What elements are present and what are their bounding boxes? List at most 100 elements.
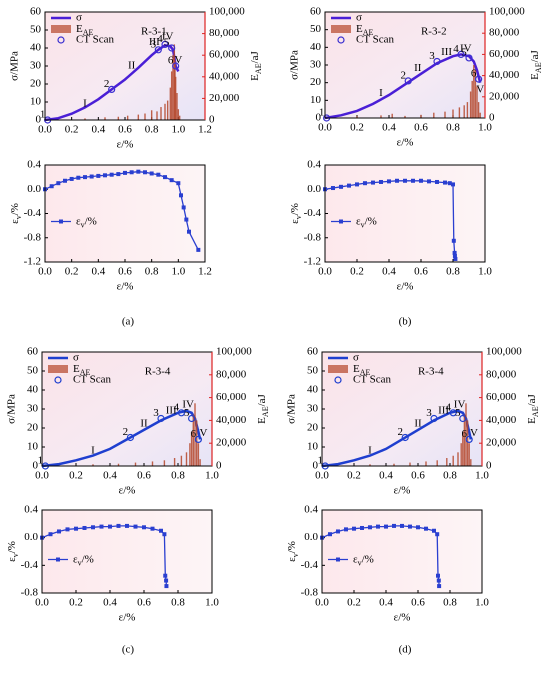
series-marker	[89, 174, 94, 179]
y-tick-label: 60	[307, 346, 319, 358]
y-tick-label: -0.4	[301, 559, 319, 571]
label-part: E	[76, 23, 83, 35]
y-tick-label: 0.0	[307, 183, 321, 195]
x-tick-label: 0.8	[443, 470, 457, 482]
y2-tick-label: 0	[489, 112, 495, 124]
x-tick-label: 1.0	[478, 122, 492, 134]
y-tick-label: -0.4	[304, 207, 322, 219]
ae-bar	[185, 452, 188, 466]
ae-bar	[170, 71, 173, 120]
stage-label: IV	[162, 31, 174, 43]
plot-background	[322, 352, 482, 466]
label-part: AE	[83, 28, 94, 37]
label-part: v	[291, 553, 300, 557]
series-marker	[336, 529, 340, 534]
series-marker	[129, 170, 134, 175]
series-marker	[99, 524, 104, 529]
ae-bar	[462, 431, 464, 466]
y-tick-label: -0.8	[304, 231, 322, 243]
label-part: E	[526, 417, 538, 424]
legend-label: εv/%	[73, 553, 94, 568]
ae-bar	[196, 420, 198, 466]
ae-bar	[172, 55, 174, 121]
x-tick-label: 0.4	[103, 470, 117, 482]
chart-title: R-3-4	[418, 366, 444, 378]
x-tick-label: 0.6	[414, 266, 428, 278]
series-marker	[143, 170, 147, 175]
x-tick-label: 0.8	[443, 597, 457, 609]
ct-point-label: 6	[461, 428, 467, 440]
x-tick-label: 1.2	[198, 266, 212, 278]
y2-tick-label: 100,000	[486, 346, 522, 358]
label-part: /aJ	[529, 49, 541, 62]
stage-label: II	[140, 418, 148, 430]
x-tick-label: 1.0	[478, 266, 492, 278]
series-marker	[384, 524, 388, 529]
ct-point-label: 1	[40, 109, 46, 121]
y-axis-label: σ/MPa	[286, 394, 298, 424]
y-tick-label: 20	[30, 78, 42, 90]
ct-point	[465, 435, 473, 443]
ae-bar	[189, 443, 191, 466]
legend-swatch	[48, 365, 68, 373]
ae-bar	[452, 109, 454, 118]
ae-bar	[433, 112, 435, 118]
ct-point	[126, 433, 134, 442]
series-marker	[149, 171, 154, 176]
y-tick-label: 60	[310, 6, 322, 18]
series-marker	[395, 178, 399, 183]
ae-bar	[473, 65, 475, 118]
y-tick-label: 0	[316, 112, 322, 124]
x-tick-label: 0.8	[446, 266, 460, 278]
legend-label: EAE	[76, 23, 94, 38]
ct-point-label: 3	[151, 38, 157, 50]
x-tick-label: 0.6	[137, 470, 151, 482]
label-part: ε	[289, 219, 301, 224]
label-part: /%	[6, 541, 18, 553]
legend-label: CT Scan	[356, 34, 394, 46]
x-tick-label: 0.2	[347, 597, 361, 609]
x-tick-label: 0.2	[350, 266, 364, 278]
label-part: v	[81, 221, 85, 230]
label-part: /%	[362, 553, 374, 565]
stage-label: II	[128, 60, 136, 72]
ae-bar	[460, 443, 462, 466]
legend-swatch	[51, 25, 71, 33]
ae-bar	[192, 414, 194, 466]
y-tick-label: 0.4	[24, 504, 38, 516]
label-part: /aJ	[526, 393, 538, 406]
y-axis-label: εv/%	[9, 203, 24, 224]
y2-axis-label: EAE/aJ	[529, 49, 544, 79]
y-tick-label: 20	[307, 422, 319, 434]
ct-point-label: 4	[157, 33, 163, 45]
plot-background	[45, 165, 205, 262]
y2-tick-label: 20,000	[216, 437, 247, 449]
series-marker	[447, 181, 452, 186]
stage-label: I	[379, 87, 383, 99]
x-tick-label: 0.8	[145, 124, 159, 136]
series-marker	[328, 532, 332, 537]
plot-background	[42, 352, 212, 466]
label-part: /%	[286, 541, 298, 553]
x-axis-label: ε/%	[119, 485, 136, 497]
series-line	[324, 180, 457, 260]
y-tick-label: 30	[27, 403, 39, 415]
ae-bar	[166, 100, 169, 120]
ae-bar	[104, 117, 106, 120]
y2-tick-label: 80,000	[216, 368, 247, 380]
series-marker	[176, 181, 181, 186]
y-tick-label: -0.8	[24, 231, 42, 243]
label-part: v	[361, 221, 365, 230]
x-tick-label: 0.4	[91, 124, 105, 136]
x-tick-label: 0.8	[145, 266, 159, 278]
y-tick-label: 0.0	[27, 183, 41, 195]
ae-bar	[177, 109, 180, 120]
y-tick-label: 20	[27, 422, 39, 434]
series-marker	[163, 175, 167, 180]
y-tick-label: 0.0	[304, 531, 318, 543]
series-marker	[451, 238, 456, 243]
y-tick-label: -0.8	[301, 587, 319, 599]
ct-point-label: 1	[319, 107, 325, 119]
series-marker	[443, 180, 447, 185]
ct-point	[475, 75, 483, 83]
